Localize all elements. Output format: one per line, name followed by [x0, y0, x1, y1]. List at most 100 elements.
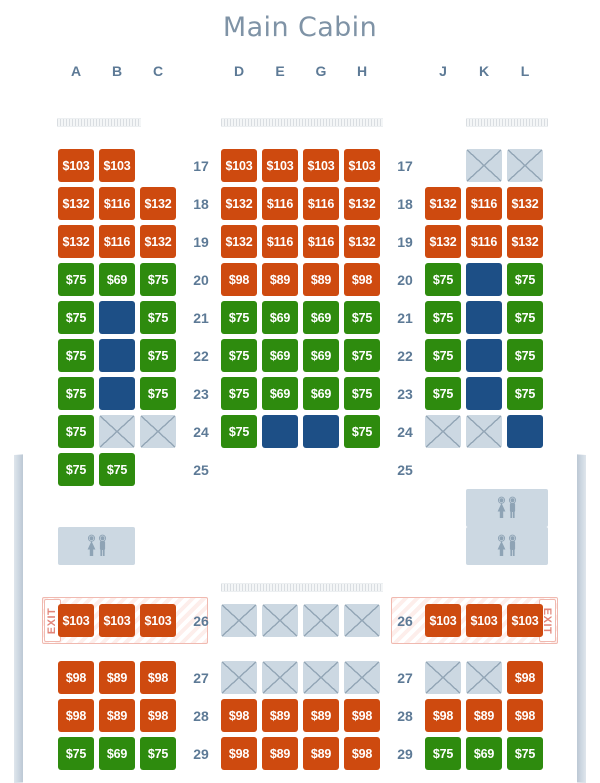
seat-20C[interactable]: $75	[140, 263, 176, 296]
seat-19B[interactable]: $116	[99, 225, 135, 258]
seat-19H[interactable]: $132	[344, 225, 380, 258]
seat-29L[interactable]: $75	[507, 737, 543, 770]
seat-24A[interactable]: $75	[58, 415, 94, 448]
seat-23A[interactable]: $75	[58, 377, 94, 410]
column-letter-b: B	[111, 63, 123, 79]
seat-21L[interactable]: $75	[507, 301, 543, 334]
seat-19D[interactable]: $132	[221, 225, 257, 258]
seat-19K[interactable]: $116	[466, 225, 502, 258]
seat-27B[interactable]: $89	[99, 661, 135, 694]
seat-21G[interactable]: $69	[303, 301, 339, 334]
seat-23L[interactable]: $75	[507, 377, 543, 410]
column-letter-j: J	[439, 63, 447, 79]
seat-22H[interactable]: $75	[344, 339, 380, 372]
seat-29C[interactable]: $75	[140, 737, 176, 770]
seat-23J[interactable]: $75	[425, 377, 461, 410]
seat-18D[interactable]: $132	[221, 187, 257, 220]
seat-28A[interactable]: $98	[58, 699, 94, 732]
seat-21A[interactable]: $75	[58, 301, 94, 334]
row-number-22-left: 22	[193, 347, 209, 364]
seat-29G[interactable]: $89	[303, 737, 339, 770]
seat-20D[interactable]: $98	[221, 263, 257, 296]
seat-20L[interactable]: $75	[507, 263, 543, 296]
seat-19E[interactable]: $116	[262, 225, 298, 258]
seat-27C[interactable]: $98	[140, 661, 176, 694]
seat-29K[interactable]: $69	[466, 737, 502, 770]
seat-21J[interactable]: $75	[425, 301, 461, 334]
seat-28G[interactable]: $89	[303, 699, 339, 732]
seat-26B[interactable]: $103	[99, 604, 135, 637]
seat-19G[interactable]: $116	[303, 225, 339, 258]
seat-18L[interactable]: $132	[507, 187, 543, 220]
seat-28L[interactable]: $98	[507, 699, 543, 732]
seat-26C[interactable]: $103	[140, 604, 176, 637]
seat-19L[interactable]: $132	[507, 225, 543, 258]
seat-26J[interactable]: $103	[425, 604, 461, 637]
seat-28B[interactable]: $89	[99, 699, 135, 732]
seat-29E[interactable]: $89	[262, 737, 298, 770]
seat-19J[interactable]: $132	[425, 225, 461, 258]
seat-20H[interactable]: $98	[344, 263, 380, 296]
seat-23E[interactable]: $69	[262, 377, 298, 410]
seat-25B[interactable]: $75	[99, 453, 135, 486]
seat-29B[interactable]: $69	[99, 737, 135, 770]
seat-28J[interactable]: $98	[425, 699, 461, 732]
seat-22L[interactable]: $75	[507, 339, 543, 372]
seat-20G[interactable]: $89	[303, 263, 339, 296]
seat-20E[interactable]: $89	[262, 263, 298, 296]
seat-22C[interactable]: $75	[140, 339, 176, 372]
seat-20B[interactable]: $69	[99, 263, 135, 296]
seat-17G[interactable]: $103	[303, 149, 339, 182]
seat-29A[interactable]: $75	[58, 737, 94, 770]
column-letter-c: C	[152, 63, 164, 79]
seat-21H[interactable]: $75	[344, 301, 380, 334]
seat-29H[interactable]: $98	[344, 737, 380, 770]
seat-24D[interactable]: $75	[221, 415, 257, 448]
seat-28E[interactable]: $89	[262, 699, 298, 732]
seat-27L[interactable]: $98	[507, 661, 543, 694]
seat-18H[interactable]: $132	[344, 187, 380, 220]
seat-26K[interactable]: $103	[466, 604, 502, 637]
seat-24H[interactable]: $75	[344, 415, 380, 448]
seat-28D[interactable]: $98	[221, 699, 257, 732]
seat-17E[interactable]: $103	[262, 149, 298, 182]
seat-17D[interactable]: $103	[221, 149, 257, 182]
seat-22G[interactable]: $69	[303, 339, 339, 372]
seat-19C[interactable]: $132	[140, 225, 176, 258]
seat-20J[interactable]: $75	[425, 263, 461, 296]
seat-22D[interactable]: $75	[221, 339, 257, 372]
seat-19A[interactable]: $132	[58, 225, 94, 258]
seat-18B[interactable]: $116	[99, 187, 135, 220]
seat-23H[interactable]: $75	[344, 377, 380, 410]
seat-18G[interactable]: $116	[303, 187, 339, 220]
seat-22A[interactable]: $75	[58, 339, 94, 372]
seat-25A[interactable]: $75	[58, 453, 94, 486]
seat-18E[interactable]: $116	[262, 187, 298, 220]
seat-28K[interactable]: $89	[466, 699, 502, 732]
seat-24B	[99, 415, 135, 448]
seat-29J[interactable]: $75	[425, 737, 461, 770]
seat-21D[interactable]: $75	[221, 301, 257, 334]
seat-17A[interactable]: $103	[58, 149, 94, 182]
seat-17B[interactable]: $103	[99, 149, 135, 182]
seat-18A[interactable]: $132	[58, 187, 94, 220]
seat-26A[interactable]: $103	[58, 604, 94, 637]
seat-22E[interactable]: $69	[262, 339, 298, 372]
seat-29D[interactable]: $98	[221, 737, 257, 770]
seat-26L[interactable]: $103	[507, 604, 543, 637]
seat-27A[interactable]: $98	[58, 661, 94, 694]
seat-21E[interactable]: $69	[262, 301, 298, 334]
seat-18K[interactable]: $116	[466, 187, 502, 220]
seat-18C[interactable]: $132	[140, 187, 176, 220]
seat-23D[interactable]: $75	[221, 377, 257, 410]
seat-28H[interactable]: $98	[344, 699, 380, 732]
seat-22J[interactable]: $75	[425, 339, 461, 372]
seat-23C[interactable]: $75	[140, 377, 176, 410]
seat-28C[interactable]: $98	[140, 699, 176, 732]
seat-18J[interactable]: $132	[425, 187, 461, 220]
seat-20A[interactable]: $75	[58, 263, 94, 296]
seat-23G[interactable]: $69	[303, 377, 339, 410]
seat-21C[interactable]: $75	[140, 301, 176, 334]
seat-17H[interactable]: $103	[344, 149, 380, 182]
